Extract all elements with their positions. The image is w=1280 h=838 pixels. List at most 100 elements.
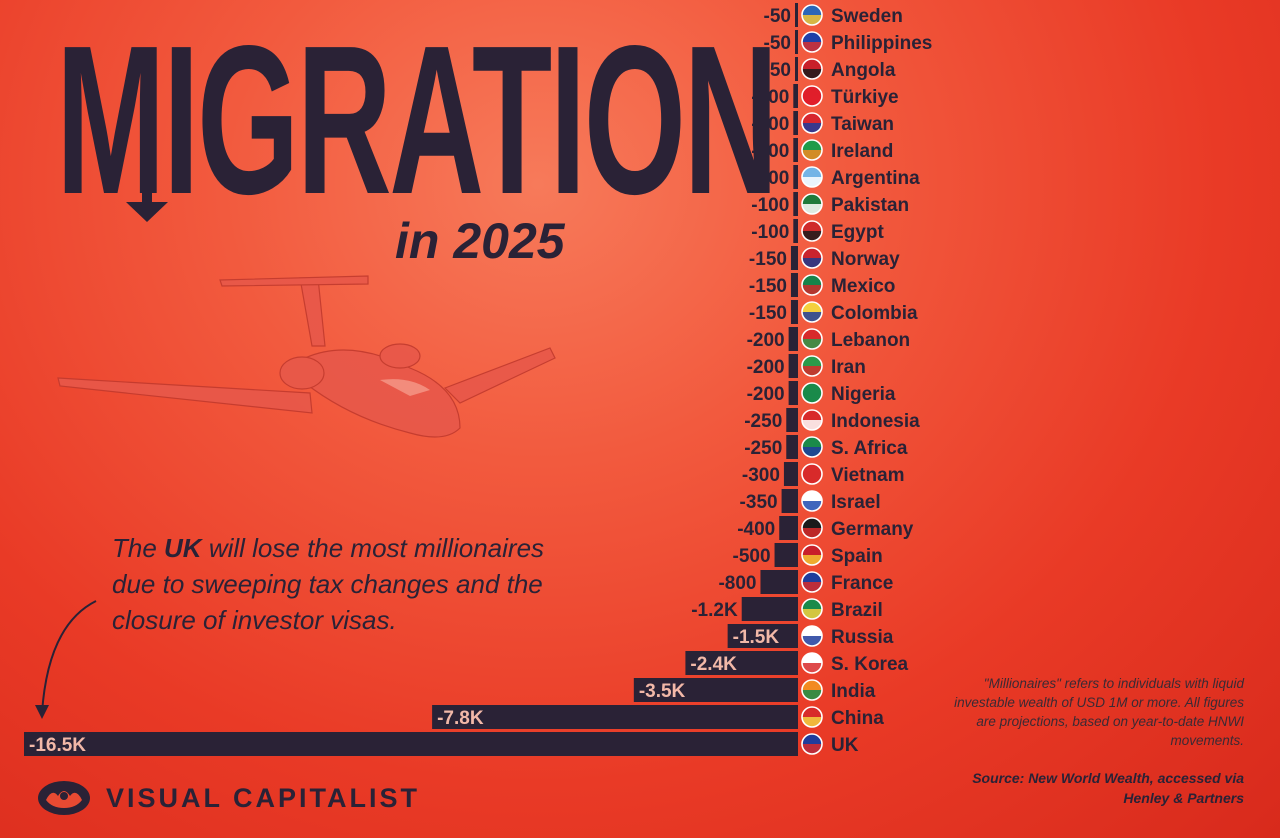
- value-label-iran: -200: [747, 357, 785, 378]
- flag-sweden-icon: [801, 4, 823, 26]
- bar-t-rkiye: [793, 84, 798, 108]
- jet-plane-illustration: [57, 275, 556, 438]
- bar-s-korea: [685, 651, 798, 675]
- category-label-ireland: Ireland: [831, 141, 893, 162]
- category-label-pakistan: Pakistan: [831, 195, 909, 216]
- value-label-taiwan: -100: [751, 114, 789, 135]
- flag-taiwan-icon: [801, 112, 823, 134]
- curved-arrow-icon: [35, 600, 97, 719]
- flag-nigeria-icon: [801, 382, 823, 404]
- flag-lebanon-icon: [801, 328, 823, 350]
- flag-colombia-icon: [801, 301, 823, 323]
- category-label-sweden: Sweden: [831, 6, 903, 27]
- value-label-brazil: -1.2K: [691, 600, 738, 621]
- down-arrow-icon: [126, 150, 168, 222]
- value-label-t-rkiye: -100: [751, 87, 789, 108]
- value-label-india: -3.5K: [639, 681, 686, 702]
- category-label-israel: Israel: [831, 492, 881, 513]
- value-label-pakistan: -100: [751, 195, 789, 216]
- value-label-russia: -1.5K: [733, 627, 780, 648]
- value-label-france: -800: [718, 573, 756, 594]
- footnote: "Millionaires" refers to individuals wit…: [954, 676, 1244, 748]
- value-label-egypt: -100: [751, 222, 789, 243]
- flag-indonesia-icon: [801, 409, 823, 431]
- flag-russia-icon: [801, 625, 823, 647]
- bar-pakistan: [793, 192, 798, 216]
- category-label-angola: Angola: [831, 60, 896, 81]
- bar-uk: [24, 732, 798, 756]
- chart-title: MIGRATION: [56, 1, 778, 238]
- bar-lebanon: [788, 327, 798, 351]
- value-label-germany: -400: [737, 519, 775, 540]
- bar-china: [432, 705, 798, 729]
- value-label-ireland: -100: [751, 141, 789, 162]
- category-label-egypt: Egypt: [831, 222, 884, 243]
- flag-s-africa-icon: [801, 436, 823, 458]
- bar-norway: [790, 246, 798, 270]
- flag-india-icon: [801, 679, 823, 701]
- chart-subtitle: in 2025: [395, 213, 565, 269]
- bar-argentina: [793, 165, 798, 189]
- flag-iran-icon: [801, 355, 823, 377]
- annotation-rest: will lose the most millionaires due to s…: [112, 533, 545, 635]
- flag-israel-icon: [801, 490, 823, 512]
- value-label-s-korea: -2.4K: [690, 654, 737, 675]
- value-label-norway: -150: [749, 249, 787, 270]
- value-label-nigeria: -200: [747, 384, 785, 405]
- bar-nigeria: [788, 381, 798, 405]
- value-label-israel: -350: [740, 492, 778, 513]
- bar-india: [633, 678, 798, 702]
- category-label-argentina: Argentina: [831, 168, 920, 189]
- category-label-mexico: Mexico: [831, 276, 895, 297]
- bar-taiwan: [793, 111, 798, 135]
- category-label-uk: UK: [831, 735, 859, 756]
- brand-logo: VISUAL CAPITALIST: [36, 775, 420, 821]
- value-label-vietnam: -300: [742, 465, 780, 486]
- flag-vietnam-icon: [801, 463, 823, 485]
- value-label-sweden: -50: [764, 6, 791, 27]
- flag-brazil-icon: [801, 598, 823, 620]
- category-label-iran: Iran: [831, 357, 866, 378]
- bar-mexico: [790, 273, 798, 297]
- category-label-colombia: Colombia: [831, 303, 918, 324]
- category-label-brazil: Brazil: [831, 600, 883, 621]
- value-label-mexico: -150: [749, 276, 787, 297]
- flag-germany-icon: [801, 517, 823, 539]
- bar-angola: [795, 57, 798, 81]
- value-label-indonesia: -250: [744, 411, 782, 432]
- category-label-russia: Russia: [831, 627, 894, 648]
- bar-brazil: [741, 597, 798, 621]
- value-label-uk: -16.5K: [29, 735, 86, 756]
- bar-philippines: [795, 30, 798, 54]
- value-label-angola: -50: [764, 60, 791, 81]
- bar-ireland: [793, 138, 798, 162]
- flag-angola-icon: [801, 58, 823, 80]
- category-label-s-korea: S. Korea: [831, 654, 909, 675]
- brand-name: VISUAL CAPITALIST: [106, 782, 421, 813]
- bar-germany: [779, 516, 798, 540]
- value-label-argentina: -100: [751, 168, 789, 189]
- category-label-france: France: [831, 573, 893, 594]
- flag-ireland-icon: [801, 139, 823, 161]
- annotation-text: The UK will lose the most millionaires d…: [112, 530, 552, 638]
- bar-s-africa: [786, 435, 798, 459]
- category-label-germany: Germany: [831, 519, 914, 540]
- bar-france: [760, 570, 798, 594]
- category-label-lebanon: Lebanon: [831, 330, 910, 351]
- flag-uk-icon: [801, 733, 823, 755]
- category-label-philippines: Philippines: [831, 33, 932, 54]
- category-label-indonesia: Indonesia: [831, 411, 920, 432]
- flag-france-icon: [801, 571, 823, 593]
- value-label-spain: -500: [733, 546, 771, 567]
- bar-sweden: [795, 3, 798, 27]
- flag-egypt-icon: [801, 220, 823, 242]
- annotation-lead: The: [112, 533, 165, 563]
- bar-israel: [781, 489, 798, 513]
- value-label-philippines: -50: [764, 33, 791, 54]
- flag-spain-icon: [801, 544, 823, 566]
- category-label-nigeria: Nigeria: [831, 384, 896, 405]
- category-label-india: India: [831, 681, 876, 702]
- value-label-lebanon: -200: [747, 330, 785, 351]
- bar-indonesia: [786, 408, 798, 432]
- value-label-s-africa: -250: [744, 438, 782, 459]
